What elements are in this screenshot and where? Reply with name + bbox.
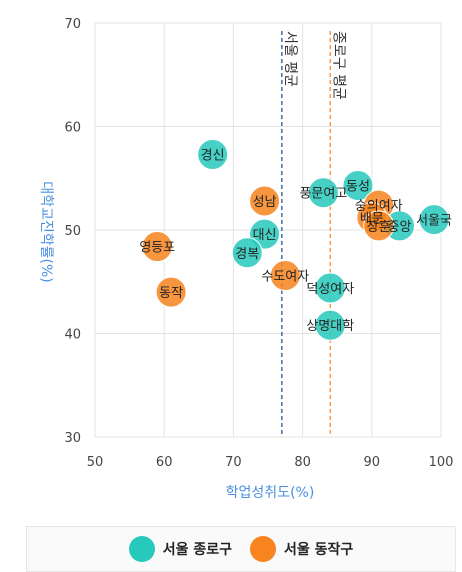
legend-swatch-jongno [128,536,155,562]
data-point-label: 풍문여고 [299,187,347,202]
data-point-label: 숭의여자 [355,199,403,214]
y-axis-title: 대학교진학률(%) [38,181,54,283]
data-point-label: 서울국 [416,214,452,229]
legend-label-jongno: 서울 종로구 [162,542,232,558]
legend-label-dongjak: 서울 동작구 [284,542,354,558]
data-point [155,276,187,308]
y-tick-label: 30 [64,431,81,446]
data-point-label: 대신 [253,228,277,243]
legend-item-jongno[interactable]: 서울 종로구 [128,536,232,562]
y-tick-labels: 30 40 50 60 70 [64,17,81,446]
data-point-label: 상명대학 [306,319,354,334]
data-point-label: 경복 [235,247,259,262]
x-tick-label: 90 [364,455,381,470]
data-point-label: 중앙 [388,220,412,235]
data-point-label: 배문 [360,212,384,227]
data-point [314,309,346,341]
data-point-label: 장훈 [367,220,391,235]
legend-swatch-dongjak [250,536,276,562]
data-point-label: 동작 [159,286,183,301]
x-tick-label: 50 [87,455,104,470]
data-point-label: 영등포 [139,241,175,256]
data-point [307,177,339,209]
data-points [141,138,450,341]
data-point [342,169,374,201]
y-tick-label: 70 [64,17,81,32]
data-point-label: 덕성여자 [306,282,354,297]
x-tick-labels: 50 60 70 80 90 100 [87,455,454,470]
x-axis-title: 학업성취도(%) [226,485,315,501]
data-point [314,272,346,304]
data-point-label: 동성 [346,179,370,194]
reference-line-label: 종로구 평균 [330,31,346,100]
data-point [418,204,450,236]
x-tick-label: 70 [225,455,242,470]
y-tick-label: 40 [64,328,81,343]
data-point [269,260,301,292]
y-tick-label: 60 [64,121,81,136]
reference-lines: 서울 평균 종로구 평균 [281,31,346,437]
data-point [197,138,229,170]
legend-item-dongjak[interactable]: 서울 동작구 [250,536,353,562]
data-point-label: 경신 [201,148,225,163]
x-tick-label: 80 [294,455,311,470]
reference-line-label: 서울 평균 [282,31,298,87]
data-point-label: 수도여자 [261,270,309,285]
data-point [249,185,281,217]
x-tick-label: 100 [429,455,454,470]
data-point [141,231,173,263]
data-point [363,210,395,242]
y-tick-label: 50 [64,224,81,239]
grid-lines [94,22,442,438]
data-point [231,237,263,269]
legend: 서울 종로구 서울 동작구 [26,526,456,572]
x-tick-label: 60 [156,455,173,470]
scatter-chart: 30 40 50 60 70 50 60 70 80 90 100 서울 평균 종로구 평균 경신동… [38,17,454,501]
data-point-label: 성남 [253,195,277,210]
